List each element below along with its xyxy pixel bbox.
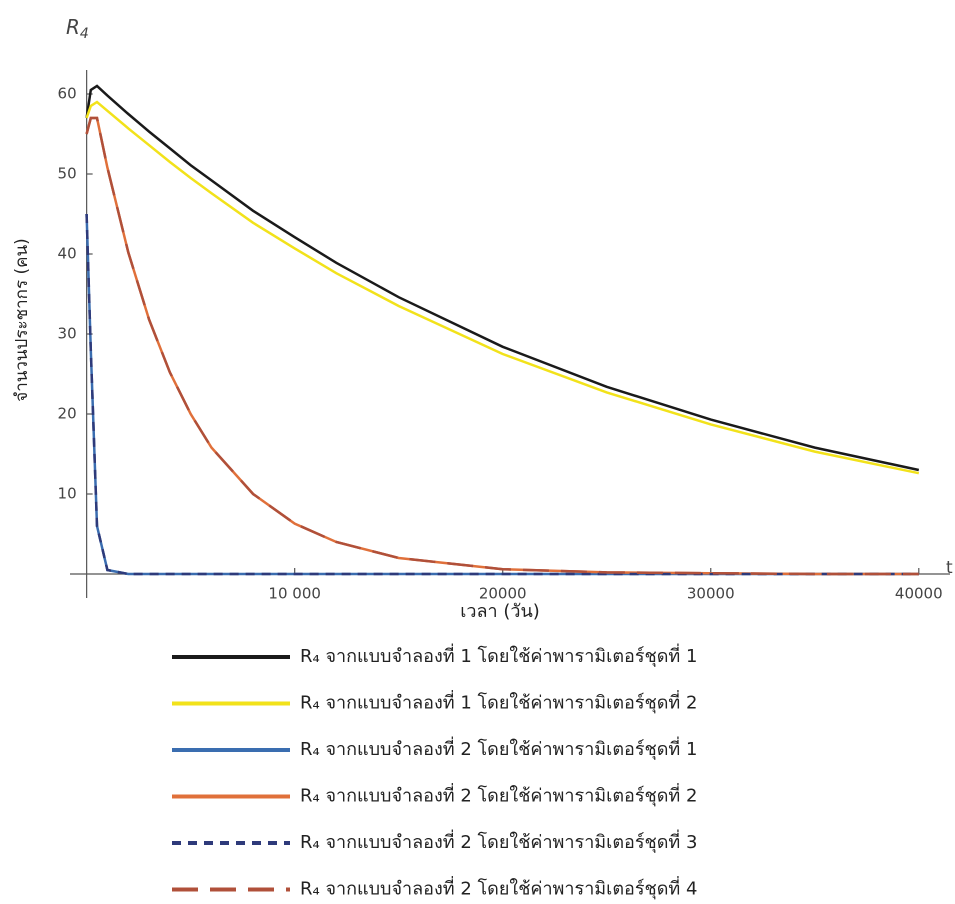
y-tick-label: 40 — [58, 245, 77, 263]
y-axis-label: จำนวนประชากร (คน) — [12, 238, 32, 402]
legend-label: R₄ จากแบบจำลองที่ 2 โดยใช้ค่าพารามิเตอร์… — [300, 876, 697, 900]
x-tick-label: 40000 — [895, 585, 943, 603]
x-tick-label: 20000 — [479, 585, 527, 603]
y-tick-label: 60 — [58, 85, 77, 103]
x-tick-label: 30000 — [687, 585, 735, 603]
series-line — [85, 100, 920, 475]
y-symbol: R4 — [66, 15, 89, 43]
series-line — [85, 213, 919, 576]
legend-label: R₄ จากแบบจำลองที่ 2 โดยใช้ค่าพารามิเตอร์… — [300, 829, 697, 853]
series-line — [85, 84, 920, 472]
x-symbol: t — [946, 558, 953, 578]
legend-label: R₄ จากแบบจำลองที่ 1 โดยใช้ค่าพารามิเตอร์… — [300, 643, 697, 667]
y-tick-label: 50 — [58, 165, 77, 183]
legend-label: R₄ จากแบบจำลองที่ 2 โดยใช้ค่าพารามิเตอร์… — [300, 783, 697, 807]
series-line — [85, 116, 919, 576]
x-axis-label: เวลา (วัน) — [460, 601, 540, 622]
x-tick-label: 10 000 — [268, 585, 321, 603]
y-tick-label: 30 — [58, 325, 77, 343]
legend-label: R₄ จากแบบจำลองที่ 1 โดยใช้ค่าพารามิเตอร์… — [300, 690, 697, 714]
legend-label: R₄ จากแบบจำลองที่ 2 โดยใช้ค่าพารามิเตอร์… — [300, 736, 697, 760]
y-tick-label: 20 — [58, 405, 77, 423]
series-line — [85, 213, 919, 576]
y-tick-label: 10 — [58, 485, 77, 503]
